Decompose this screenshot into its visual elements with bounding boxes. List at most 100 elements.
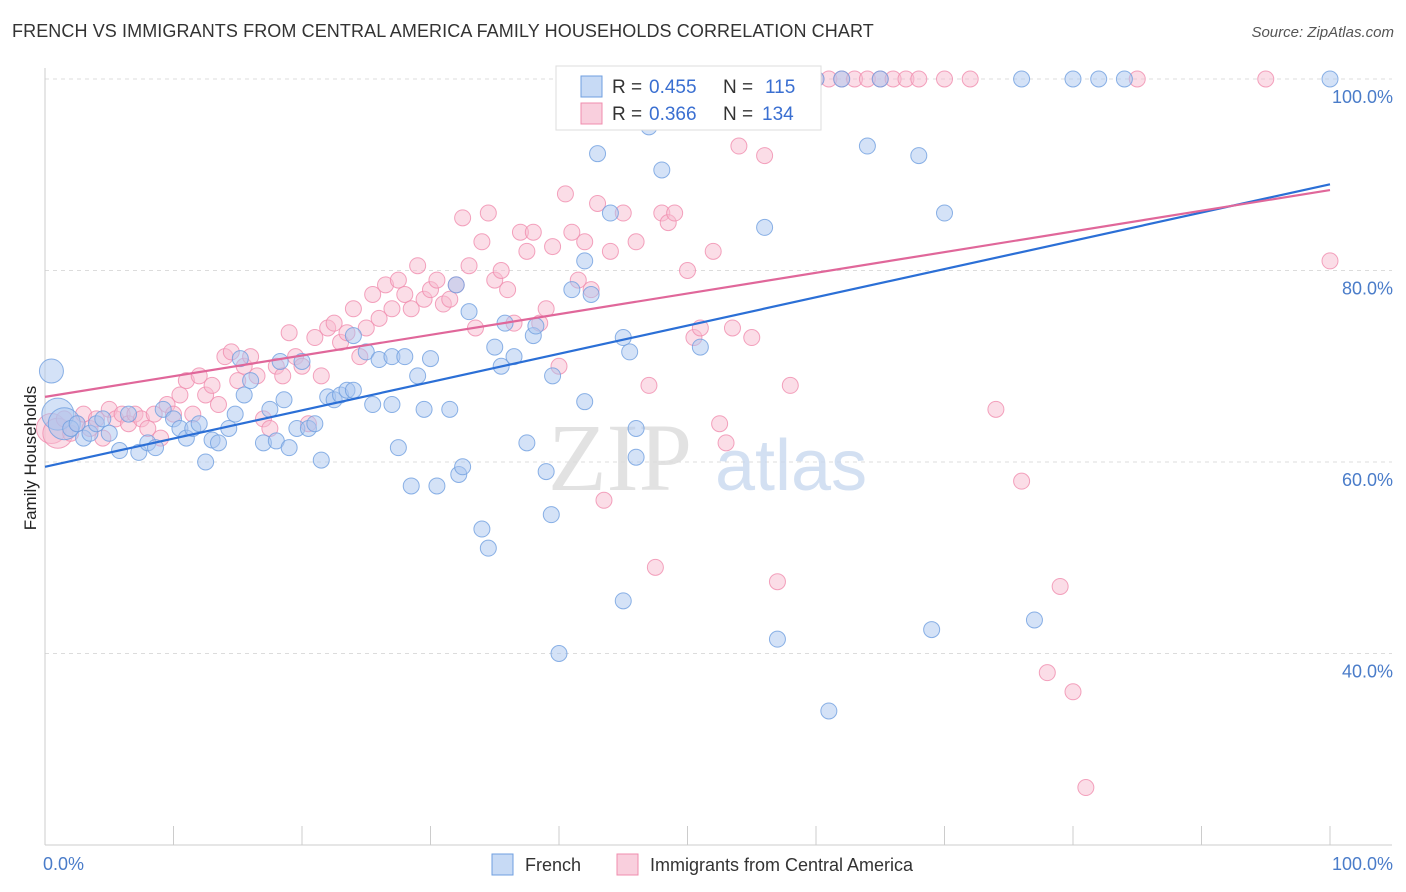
french-point bbox=[576, 252, 594, 270]
french-point bbox=[190, 415, 208, 433]
immigrants-point bbox=[454, 209, 472, 227]
chart-title: FRENCH VS IMMIGRANTS FROM CENTRAL AMERIC… bbox=[12, 21, 874, 41]
french-point bbox=[226, 405, 244, 423]
french-point bbox=[415, 400, 433, 418]
immigrants-point bbox=[460, 257, 478, 275]
legend-french-n-value: 115 bbox=[765, 77, 795, 98]
french-point bbox=[518, 434, 536, 452]
immigrants-point bbox=[1257, 70, 1275, 88]
french-point bbox=[1321, 70, 1339, 88]
immigrants-point bbox=[1077, 779, 1095, 797]
immigrants-point bbox=[936, 70, 953, 88]
axes bbox=[44, 68, 1392, 846]
french-point bbox=[344, 327, 362, 345]
french-point bbox=[235, 386, 253, 404]
french-point bbox=[100, 424, 118, 442]
french-point bbox=[389, 439, 407, 457]
immigrants-point bbox=[544, 238, 562, 256]
french-point bbox=[473, 520, 491, 538]
immigrants-point bbox=[711, 415, 729, 433]
immigrants-point bbox=[910, 70, 928, 88]
y-tick-label: 100.0% bbox=[1332, 87, 1393, 107]
immigrants-point bbox=[961, 70, 979, 88]
immigrants-point bbox=[595, 491, 613, 509]
french-point bbox=[364, 396, 382, 414]
watermark-atlas: atlas bbox=[715, 426, 867, 506]
y-tick-label: 40.0% bbox=[1342, 662, 1393, 682]
immigrants-point bbox=[409, 257, 427, 275]
french-point bbox=[627, 419, 645, 437]
french-point bbox=[576, 393, 594, 411]
immigrants-point bbox=[666, 204, 684, 222]
french-point bbox=[542, 506, 560, 524]
legend-immigrants-r-value: 0.366 bbox=[649, 104, 697, 125]
immigrants-point bbox=[280, 324, 298, 342]
french-point bbox=[1064, 70, 1082, 88]
french-point bbox=[402, 477, 420, 495]
immigrants-point bbox=[344, 300, 362, 318]
french-point bbox=[768, 630, 786, 648]
french-point bbox=[589, 145, 607, 163]
immigrants-point bbox=[479, 204, 497, 222]
french-point bbox=[460, 303, 478, 321]
french-trend-line bbox=[44, 183, 1331, 468]
french-points bbox=[38, 70, 1339, 720]
bottom-legend-french: French bbox=[525, 855, 581, 875]
immigrants-point bbox=[274, 367, 292, 385]
immigrants-point bbox=[306, 329, 324, 347]
french-point bbox=[306, 415, 324, 433]
french-point bbox=[312, 451, 330, 469]
french-point bbox=[486, 338, 504, 356]
immigrants-point bbox=[987, 400, 1005, 418]
immigrants-point bbox=[743, 329, 761, 347]
immigrants-point bbox=[576, 233, 594, 251]
french-point bbox=[357, 343, 375, 361]
french-point bbox=[428, 477, 446, 495]
immigrants-point bbox=[357, 319, 375, 337]
french-point bbox=[68, 415, 86, 433]
immigrants-point bbox=[389, 271, 407, 289]
immigrants-point bbox=[768, 573, 786, 591]
french-point bbox=[537, 463, 555, 481]
immigrants-point bbox=[402, 300, 420, 318]
french-point bbox=[454, 458, 472, 476]
legend-immigrants-n-value: 134 bbox=[762, 104, 794, 125]
immigrants-point bbox=[203, 376, 221, 394]
y-tick-label: 60.0% bbox=[1342, 470, 1393, 490]
legend-french-r-label: R = bbox=[612, 77, 642, 98]
french-point bbox=[858, 137, 876, 155]
french-point bbox=[653, 161, 671, 179]
french-point bbox=[544, 367, 562, 385]
french-point bbox=[820, 702, 838, 720]
legend-immigrants-n-label: N = bbox=[723, 104, 753, 125]
immigrants-point bbox=[1321, 252, 1339, 270]
immigrants-point bbox=[679, 262, 696, 279]
source-label: Source: ZipAtlas.com bbox=[1251, 24, 1394, 41]
french-point bbox=[344, 381, 362, 399]
french-point bbox=[582, 285, 600, 303]
french-point bbox=[479, 539, 497, 557]
french-point bbox=[383, 396, 401, 414]
trend-lines bbox=[44, 183, 1331, 468]
immigrants-point bbox=[704, 242, 722, 260]
immigrants-point bbox=[209, 396, 227, 414]
french-point bbox=[271, 352, 289, 370]
immigrants-point bbox=[428, 271, 446, 289]
immigrants-point bbox=[646, 558, 664, 576]
immigrants-point bbox=[627, 233, 645, 251]
legend-immigrants-r-label: R = bbox=[612, 104, 642, 125]
bottom-legend-swatch-immigrants bbox=[616, 853, 639, 876]
immigrants-point bbox=[601, 242, 619, 260]
immigrants-point bbox=[325, 314, 343, 332]
immigrants-point bbox=[492, 262, 510, 279]
y-axis-label: Family Households bbox=[21, 386, 40, 531]
french-point bbox=[614, 592, 632, 610]
french-point bbox=[833, 70, 851, 88]
bottom-legend-swatch-french bbox=[491, 853, 514, 876]
immigrants-point bbox=[441, 290, 459, 308]
immigrants-point bbox=[717, 434, 735, 452]
immigrants-point bbox=[589, 194, 607, 212]
french-point bbox=[1013, 70, 1031, 88]
bottom-legend: French Immigrants from Central America bbox=[491, 853, 914, 876]
french-point bbox=[527, 317, 545, 335]
